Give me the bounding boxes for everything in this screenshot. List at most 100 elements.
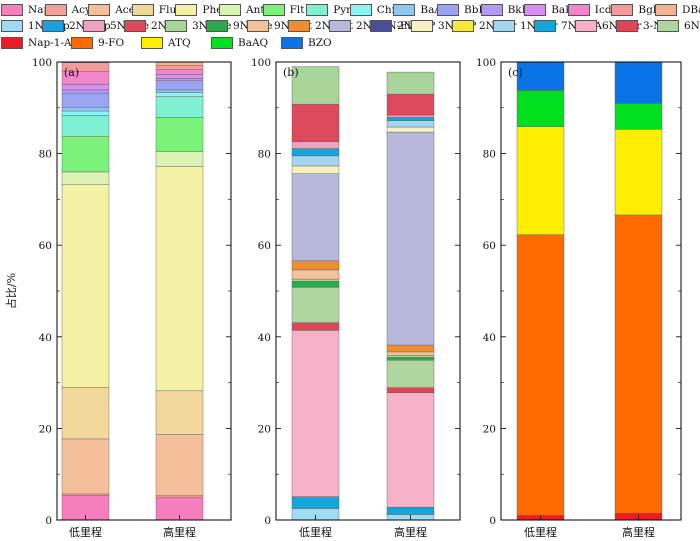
legend-label: BbF <box>464 4 486 16</box>
legend-label: Acy <box>71 4 91 16</box>
bar-segment <box>386 71 435 95</box>
legend-item: ATQ <box>141 35 191 51</box>
legend-swatch <box>42 20 64 32</box>
legend-item: 9-FO <box>71 35 124 51</box>
legend-swatch <box>575 20 597 32</box>
legend-label: 9-FO <box>98 37 125 49</box>
legend-swatch <box>306 4 329 16</box>
legend-swatch <box>611 4 634 16</box>
legend-swatch <box>124 20 146 32</box>
bar-segment <box>614 129 663 216</box>
legend: Nap Acy Ace Flu Phe Ant Flt Pyr Chr BaA BbF BkF BaP I… <box>0 0 700 56</box>
legend-swatch <box>1 37 23 49</box>
legend-swatch <box>131 4 154 16</box>
legend-swatch <box>211 37 233 49</box>
legend-swatch <box>71 37 93 49</box>
y-tick-label: 20 <box>483 423 496 435</box>
y-tick-label: 20 <box>39 423 52 435</box>
legend-swatch <box>1 20 23 32</box>
bar-segment <box>386 93 435 116</box>
legend-item: Chr <box>349 2 397 18</box>
legend-swatch <box>493 20 515 32</box>
x-tick-label: 低里程 <box>69 526 102 539</box>
bar-segment <box>61 110 110 116</box>
legend-item: BaAQ <box>211 35 268 51</box>
bar-segment <box>291 103 340 142</box>
y-tick-label: 100 <box>476 57 496 69</box>
legend-label: Ant <box>246 4 265 16</box>
legend-swatch <box>349 4 372 16</box>
legend-swatch <box>524 4 547 16</box>
legend-swatch <box>288 20 310 32</box>
bar-segment <box>291 287 340 323</box>
bar-segment <box>386 392 435 508</box>
legend-label: BZO <box>308 37 332 49</box>
legend-label: Phe <box>202 4 223 16</box>
x-tick-label: 低里程 <box>524 526 557 539</box>
legend-item: Pyr <box>306 2 351 18</box>
bar-segment <box>61 184 110 388</box>
legend-swatch <box>88 4 111 16</box>
bar-segment <box>61 115 110 137</box>
y-tick-label: 0 <box>264 515 271 527</box>
bar-segment <box>291 155 340 167</box>
bar-segment <box>291 330 340 497</box>
bar-segment <box>155 92 204 97</box>
legend-swatch <box>247 20 269 32</box>
legend-swatch <box>262 4 285 16</box>
legend-swatch <box>1 4 23 16</box>
legend-item: Flt <box>262 2 304 18</box>
bar-segment <box>516 126 565 235</box>
y-tick-label: 20 <box>258 423 271 435</box>
panel-label: (b) <box>283 66 299 79</box>
bar-segment <box>516 90 565 127</box>
bar-segment <box>614 214 663 514</box>
legend-swatch <box>534 20 556 32</box>
legend-swatch <box>655 4 677 16</box>
legend-swatch <box>567 4 590 16</box>
bar-segment <box>291 141 340 149</box>
bar-segment <box>291 173 340 261</box>
bar-segment <box>155 390 204 435</box>
bar-segment <box>386 131 435 346</box>
y-tick-label: 60 <box>483 240 496 252</box>
legend-swatch <box>452 20 474 32</box>
y-tick-label: 40 <box>483 332 496 344</box>
bar-segment <box>516 61 565 91</box>
bar-segment <box>61 92 110 108</box>
bar-segment <box>155 96 204 118</box>
chart-panel: 低里程 高里程 0 20 40 60 80 100 (a) 占比/% <box>4 57 232 539</box>
x-tick-label: 高里程 <box>622 525 655 539</box>
chart-panel: 低里程 高里程 0 20 40 60 80 100 (c) <box>476 57 682 539</box>
bar-segment <box>386 120 435 128</box>
bar-segment <box>155 434 204 496</box>
bar-segment <box>61 135 110 173</box>
legend-item: BaA <box>393 2 442 18</box>
bar-segment <box>291 496 340 509</box>
legend-label: Ace <box>115 4 135 16</box>
bar-segment <box>614 103 663 130</box>
y-tick-label: 60 <box>39 240 52 252</box>
panel-label: (a) <box>64 66 79 79</box>
legend-swatch <box>480 4 503 16</box>
legend-swatch <box>393 4 416 16</box>
y-tick-label: 80 <box>258 149 271 161</box>
bar-segment <box>155 74 204 79</box>
bar-segment <box>516 234 565 516</box>
legend-item: BkF <box>480 2 529 18</box>
legend-swatch <box>206 20 228 32</box>
bar-segment <box>386 114 435 118</box>
y-tick-label: 100 <box>32 57 52 69</box>
legend-label: Chr <box>376 4 397 16</box>
legend-swatch <box>165 20 187 32</box>
y-tick-label: 0 <box>45 515 52 527</box>
bar-segment <box>291 281 340 288</box>
legend-swatch <box>141 37 163 49</box>
x-tick-label: 高里程 <box>394 525 427 539</box>
legend-swatch <box>437 4 459 16</box>
bar-segment <box>155 166 204 392</box>
legend-item: Acy <box>44 2 91 18</box>
legend-item: Ant <box>219 2 265 18</box>
legend-item: DBahA <box>655 2 700 18</box>
